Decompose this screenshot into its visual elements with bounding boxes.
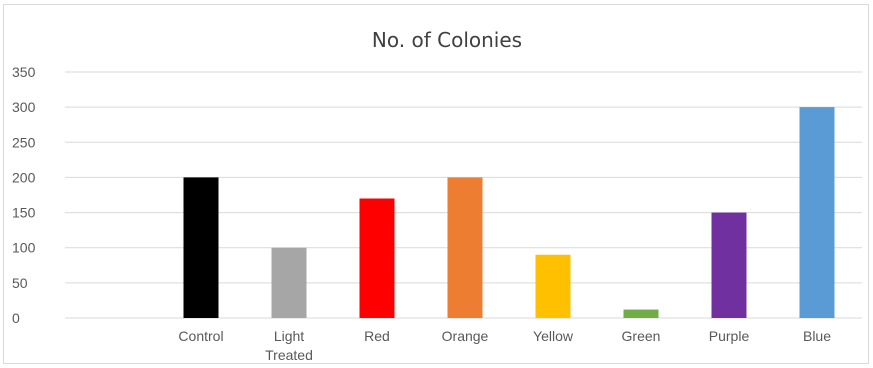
y-tick-label: 150 [12, 205, 36, 221]
x-category-label: Control [178, 328, 223, 344]
y-tick-label: 100 [12, 240, 36, 256]
y-tick-label: 300 [12, 99, 36, 115]
bar [711, 212, 747, 318]
x-category-label-line2: Treated [265, 347, 313, 363]
x-category-label: Blue [803, 328, 831, 344]
bar [799, 107, 835, 319]
bar [359, 198, 395, 318]
bar [535, 254, 571, 318]
y-tick-label: 200 [12, 169, 36, 185]
y-axis-ticks: 0 50 100 150 200 250 300 350 [12, 64, 36, 326]
bar [623, 309, 659, 318]
y-tick-label: 250 [12, 134, 36, 150]
y-tick-label: 0 [12, 310, 20, 326]
x-category-label: Green [622, 328, 661, 344]
bar [183, 177, 219, 318]
x-category-label: Yellow [533, 328, 574, 344]
x-category-label: Light [274, 328, 304, 344]
x-category-label: Red [364, 328, 390, 344]
x-category-label: Purple [709, 328, 750, 344]
x-axis-labels: Control Light Treated Red Orange Yellow Green P… [178, 328, 831, 363]
bar [271, 247, 307, 318]
y-tick-label: 50 [12, 275, 28, 291]
bar [447, 177, 483, 318]
bars [183, 107, 835, 319]
chart-title: No. of Colonies [372, 28, 522, 52]
y-tick-label: 350 [12, 64, 36, 80]
x-category-label: Orange [442, 328, 489, 344]
